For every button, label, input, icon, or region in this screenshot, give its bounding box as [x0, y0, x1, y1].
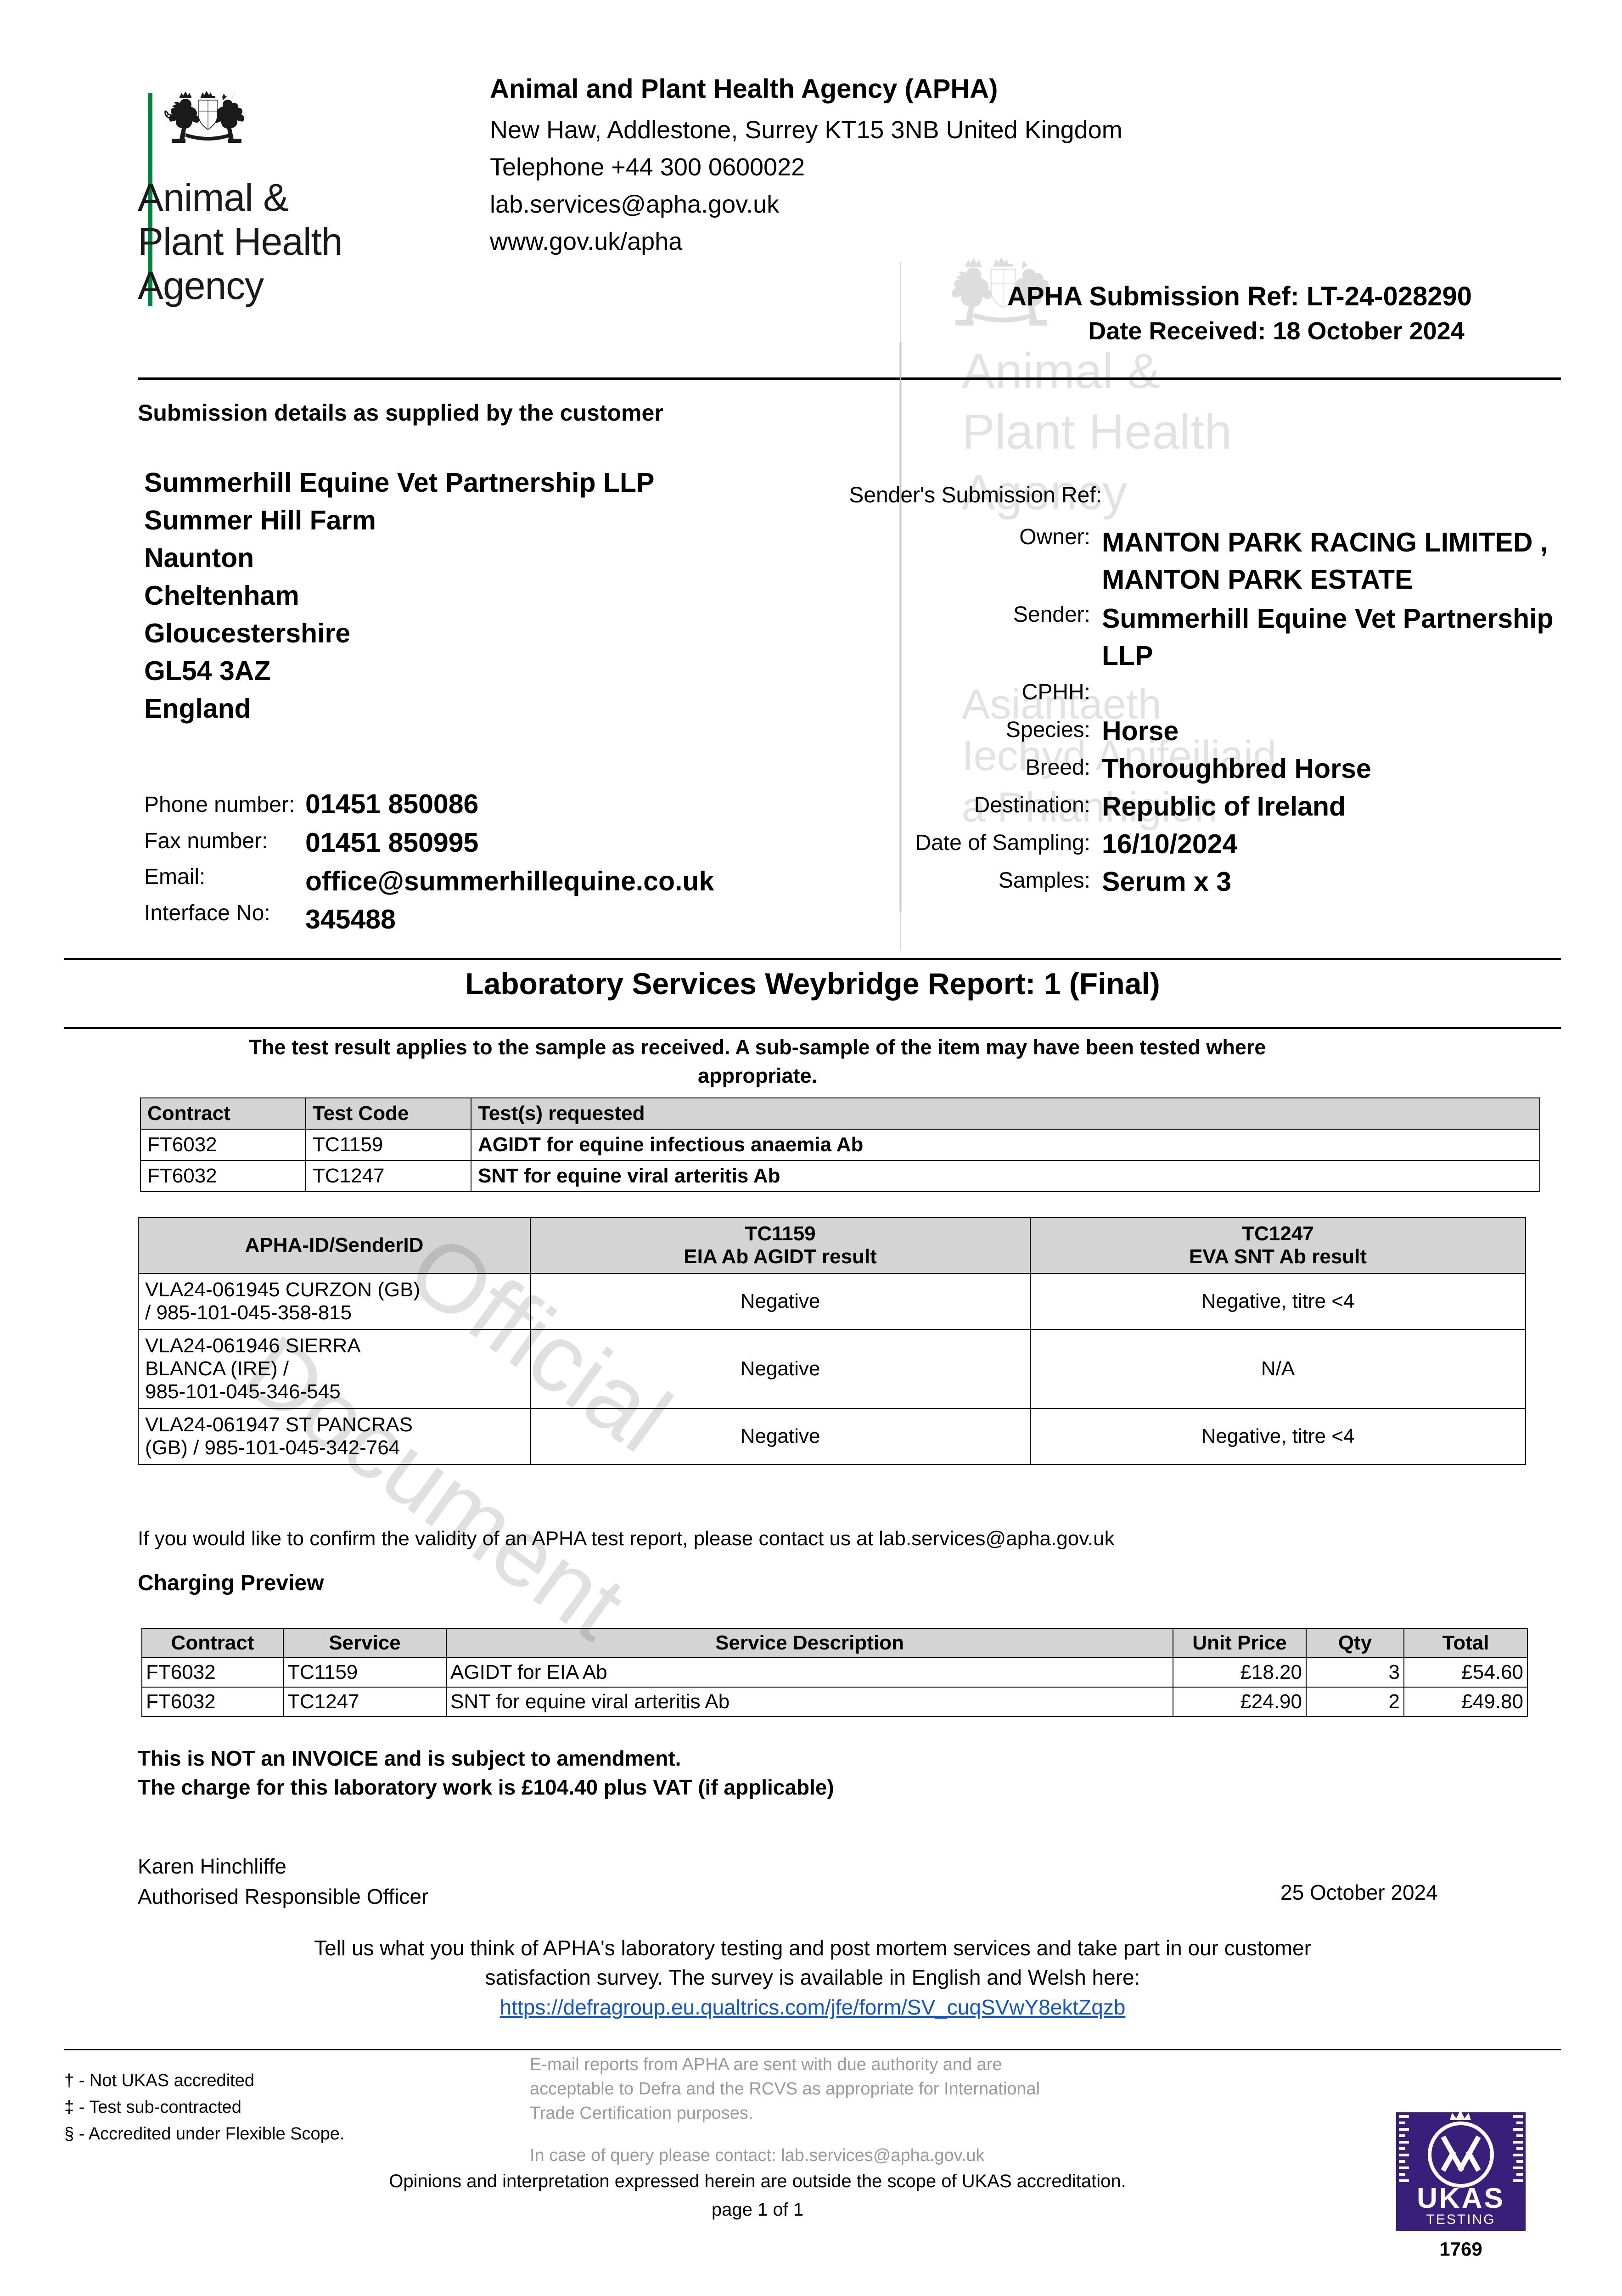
svg-text:TESTING: TESTING	[1426, 2212, 1495, 2227]
svg-text:UKAS: UKAS	[1417, 2183, 1505, 2214]
